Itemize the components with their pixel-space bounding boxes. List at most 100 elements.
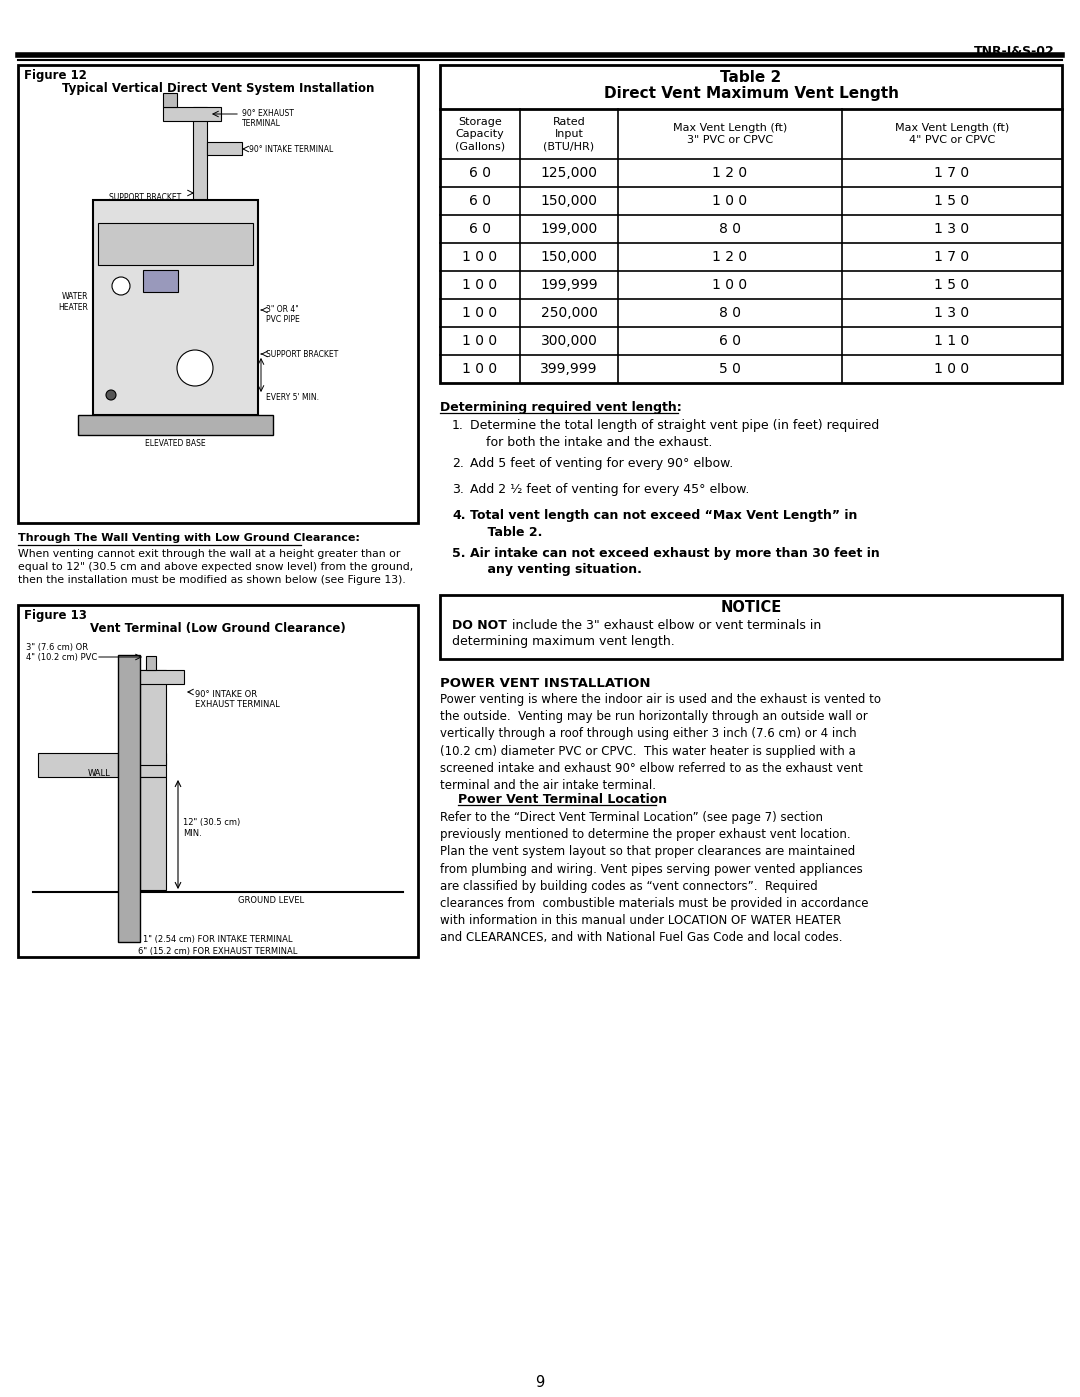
Text: 6 0: 6 0 (469, 194, 491, 208)
Text: 250,000: 250,000 (541, 306, 597, 320)
Text: 199,999: 199,999 (540, 278, 598, 292)
Text: Total vent length can not exceed “Max Vent Length” in
    Table 2.: Total vent length can not exceed “Max Ve… (470, 509, 858, 538)
Bar (118, 655, 140, 942)
Text: 90° INTAKE OR
EXHAUST TERMINAL: 90° INTAKE OR EXHAUST TERMINAL (195, 690, 280, 710)
Text: 1 7 0: 1 7 0 (934, 250, 970, 264)
Text: 90° INTAKE TERMINAL: 90° INTAKE TERMINAL (249, 145, 334, 154)
Text: 8 0: 8 0 (719, 306, 741, 320)
Text: include the 3" exhaust elbow or vent terminals in: include the 3" exhaust elbow or vent ter… (508, 619, 821, 631)
Text: Power Vent Terminal Location: Power Vent Terminal Location (458, 793, 667, 806)
Text: 5.: 5. (453, 548, 465, 560)
Text: 1 0 0: 1 0 0 (462, 250, 498, 264)
Text: Figure 12: Figure 12 (24, 68, 86, 82)
Text: SUPPORT BRACKET: SUPPORT BRACKET (266, 351, 338, 359)
Text: Determine the total length of straight vent pipe (in feet) required
    for both: Determine the total length of straight v… (470, 419, 879, 448)
Bar (440, 595, 1062, 659)
Text: GROUND LEVEL: GROUND LEVEL (238, 895, 305, 905)
Text: POWER VENT INSTALLATION: POWER VENT INSTALLATION (440, 678, 650, 690)
Text: 1 2 0: 1 2 0 (713, 166, 747, 180)
Text: When venting cannot exit through the wall at a height greater than or
equal to 1: When venting cannot exit through the wal… (18, 549, 414, 585)
Text: 4.: 4. (453, 509, 465, 522)
Text: 3" (7.6 cm) OR
4" (10.2 cm) PVC: 3" (7.6 cm) OR 4" (10.2 cm) PVC (26, 643, 97, 662)
Bar (98, 224, 253, 265)
Bar (146, 657, 156, 671)
Text: 1 2 0: 1 2 0 (713, 250, 747, 264)
Text: SUPPORT BRACKET: SUPPORT BRACKET (109, 193, 181, 203)
Bar (440, 66, 1062, 383)
Text: 1 7 0: 1 7 0 (934, 166, 970, 180)
Text: 1 5 0: 1 5 0 (934, 194, 970, 208)
Bar (78, 415, 273, 434)
Text: WALL: WALL (87, 768, 110, 778)
Text: WATER
HEATER: WATER HEATER (58, 292, 87, 312)
Bar (207, 142, 242, 155)
Text: Max Vent Length (ft)
4" PVC or CPVC: Max Vent Length (ft) 4" PVC or CPVC (895, 123, 1009, 145)
Text: 3" OR 4"
PVC PIPE: 3" OR 4" PVC PIPE (266, 305, 300, 324)
Text: ELEVATED BASE: ELEVATED BASE (145, 439, 205, 448)
Text: TNR-I&S-02: TNR-I&S-02 (974, 45, 1055, 59)
Text: Add 2 ½ feet of venting for every 45° elbow.: Add 2 ½ feet of venting for every 45° el… (470, 483, 750, 496)
Text: 6 0: 6 0 (469, 166, 491, 180)
Text: 90° EXHAUST
TERMINAL: 90° EXHAUST TERMINAL (242, 109, 294, 129)
Text: Typical Vertical Direct Vent System Installation: Typical Vertical Direct Vent System Inst… (62, 82, 374, 95)
Text: Power venting is where the indoor air is used and the exhaust is vented to
the o: Power venting is where the indoor air is… (440, 693, 881, 792)
Circle shape (177, 351, 213, 386)
Text: Storage
Capacity
(Gallons): Storage Capacity (Gallons) (455, 116, 505, 151)
Text: 399,999: 399,999 (540, 362, 597, 376)
Circle shape (112, 277, 130, 295)
Bar (140, 753, 166, 777)
Text: 1.: 1. (453, 419, 464, 432)
Bar (38, 753, 118, 777)
Text: EVERY 5' MIN.: EVERY 5' MIN. (266, 393, 319, 402)
Text: 3.: 3. (453, 483, 464, 496)
Text: 1 5 0: 1 5 0 (934, 278, 970, 292)
Text: DO NOT: DO NOT (453, 619, 507, 631)
Bar (122, 671, 184, 685)
Text: Max Vent Length (ft)
3" PVC or CPVC: Max Vent Length (ft) 3" PVC or CPVC (673, 123, 787, 145)
Text: Table 2: Table 2 (720, 70, 782, 85)
Bar (93, 200, 258, 415)
Text: 125,000: 125,000 (540, 166, 597, 180)
Text: 2.: 2. (453, 457, 464, 469)
Text: Through The Wall Venting with Low Ground Clearance:: Through The Wall Venting with Low Ground… (18, 534, 360, 543)
Text: 1 0 0: 1 0 0 (934, 362, 970, 376)
Bar (140, 671, 166, 766)
Text: Determining required vent length:: Determining required vent length: (440, 401, 681, 414)
Bar (163, 108, 221, 122)
Bar (140, 777, 166, 890)
Text: Direct Vent Maximum Vent Length: Direct Vent Maximum Vent Length (604, 87, 899, 101)
Text: 6 0: 6 0 (469, 222, 491, 236)
Text: 199,000: 199,000 (540, 222, 597, 236)
Text: 5 0: 5 0 (719, 362, 741, 376)
Text: Air intake can not exceed exhaust by more than 30 feet in
    any venting situat: Air intake can not exceed exhaust by mor… (470, 548, 880, 577)
Text: determining maximum vent length.: determining maximum vent length. (453, 636, 675, 648)
Bar (143, 270, 178, 292)
Text: 9: 9 (536, 1375, 544, 1390)
Text: 1 0 0: 1 0 0 (713, 278, 747, 292)
Text: Rated
Input
(BTU/HR): Rated Input (BTU/HR) (543, 116, 595, 151)
Text: 1 0 0: 1 0 0 (462, 362, 498, 376)
Bar (193, 108, 207, 360)
Text: 8 0: 8 0 (719, 222, 741, 236)
Text: 1 0 0: 1 0 0 (462, 278, 498, 292)
Text: 150,000: 150,000 (540, 250, 597, 264)
Bar (18, 66, 418, 522)
Bar (163, 94, 177, 108)
Text: Figure 13: Figure 13 (24, 609, 86, 622)
Text: NOTICE: NOTICE (720, 599, 782, 615)
Text: 1 3 0: 1 3 0 (934, 222, 970, 236)
Text: 1 1 0: 1 1 0 (934, 334, 970, 348)
Text: 150,000: 150,000 (540, 194, 597, 208)
Text: 300,000: 300,000 (541, 334, 597, 348)
Text: 1 0 0: 1 0 0 (713, 194, 747, 208)
Text: 1 0 0: 1 0 0 (462, 334, 498, 348)
Text: Refer to the “Direct Vent Terminal Location” (see page 7) section
previously men: Refer to the “Direct Vent Terminal Locat… (440, 812, 868, 944)
Text: Vent Terminal (Low Ground Clearance): Vent Terminal (Low Ground Clearance) (90, 622, 346, 636)
Text: Add 5 feet of venting for every 90° elbow.: Add 5 feet of venting for every 90° elbo… (470, 457, 733, 469)
Circle shape (106, 390, 116, 400)
Text: 6" (15.2 cm) FOR EXHAUST TERMINAL: 6" (15.2 cm) FOR EXHAUST TERMINAL (138, 947, 298, 956)
Text: 12" (30.5 cm)
MIN.: 12" (30.5 cm) MIN. (183, 819, 240, 838)
Text: 6 0: 6 0 (719, 334, 741, 348)
Bar (18, 605, 418, 957)
Text: 1 0 0: 1 0 0 (462, 306, 498, 320)
